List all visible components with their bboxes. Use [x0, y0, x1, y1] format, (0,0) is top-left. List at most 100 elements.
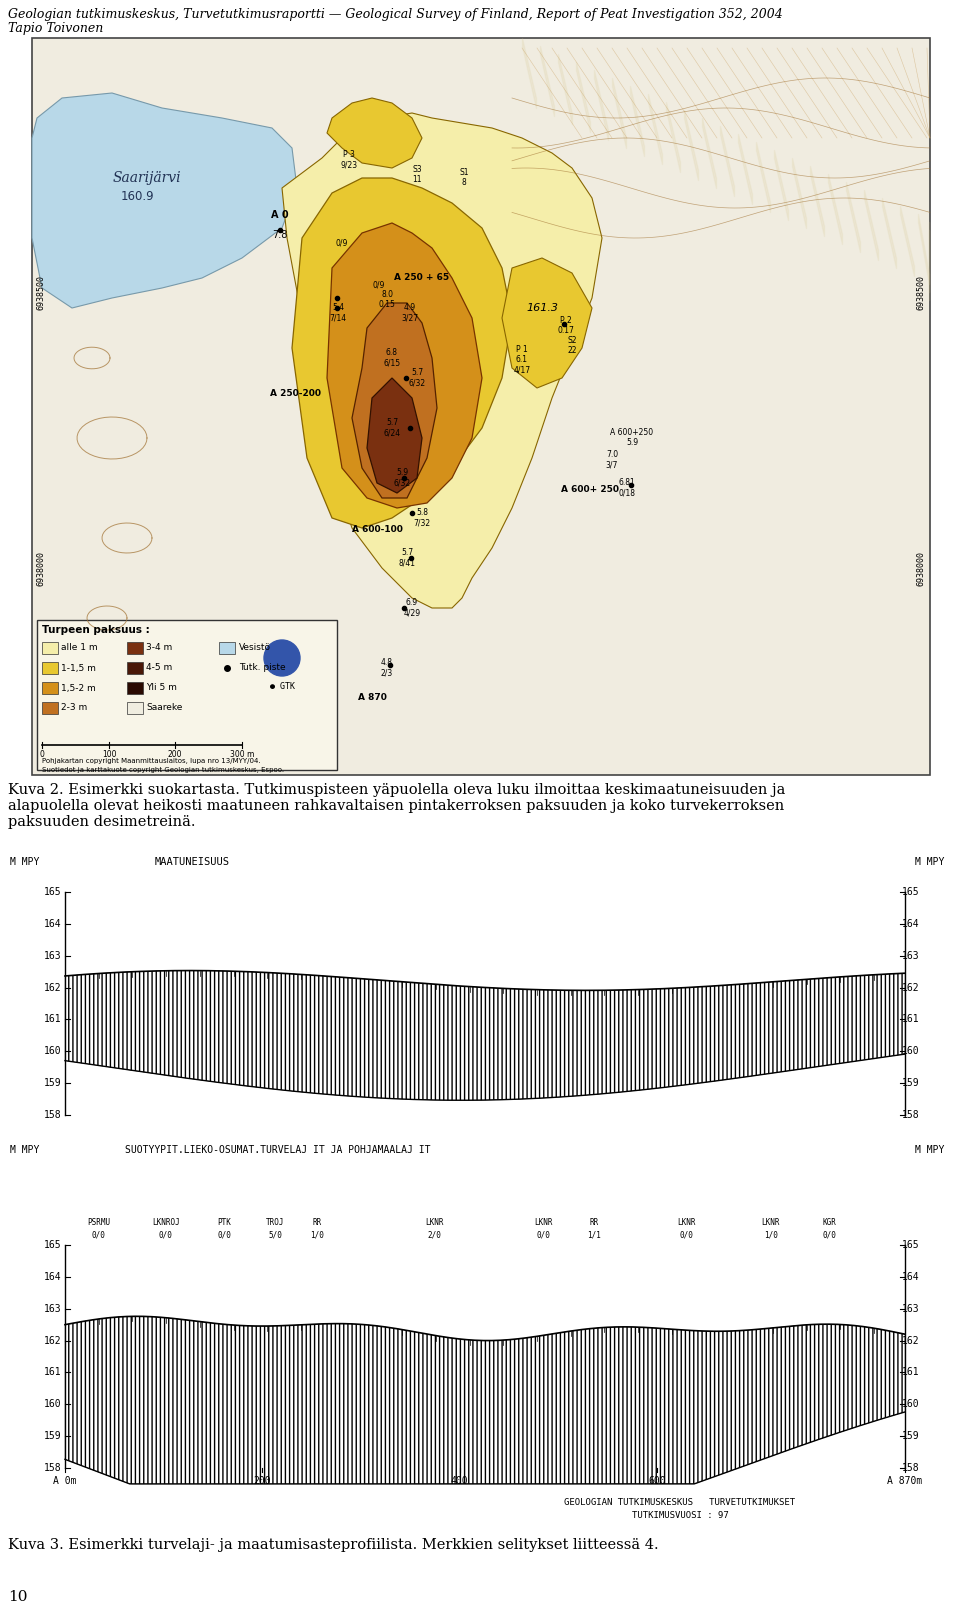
Text: A 250-200: A 250-200: [270, 390, 321, 399]
Text: 0/9: 0/9: [336, 237, 348, 247]
Text: 165: 165: [43, 1241, 61, 1250]
Text: 2/0: 2/0: [427, 1230, 442, 1239]
Text: RR: RR: [589, 1218, 599, 1226]
Text: 158: 158: [43, 1109, 61, 1120]
Text: 0: 0: [39, 750, 44, 758]
Text: 5.8
7/32: 5.8 7/32: [414, 508, 431, 527]
Text: MAATUNEISUUS: MAATUNEISUUS: [155, 858, 230, 867]
Text: 6938500: 6938500: [36, 276, 45, 311]
Text: A 600+250
5.9: A 600+250 5.9: [611, 428, 654, 447]
Bar: [42, 641, 58, 654]
Polygon shape: [32, 93, 297, 308]
Text: 1,5-2 m: 1,5-2 m: [61, 683, 96, 692]
Text: 164: 164: [43, 1271, 61, 1282]
Text: 0/0: 0/0: [680, 1230, 693, 1239]
Text: 6.81
0/18: 6.81 0/18: [618, 478, 636, 497]
Bar: [127, 662, 143, 673]
Text: 5.9
6/32: 5.9 6/32: [394, 468, 411, 487]
Text: 4.9
3/27: 4.9 3/27: [401, 303, 419, 322]
Text: Saarijärvi: Saarijärvi: [112, 172, 181, 184]
Polygon shape: [327, 98, 422, 168]
Text: ● GTK: ● GTK: [270, 681, 295, 691]
Text: M MPY: M MPY: [915, 858, 945, 867]
Text: A 870: A 870: [357, 694, 387, 702]
Bar: [42, 702, 58, 713]
Text: PTK: PTK: [218, 1218, 231, 1226]
Text: 162: 162: [901, 1335, 919, 1345]
Text: 160: 160: [43, 1047, 61, 1056]
Text: 10: 10: [8, 1590, 28, 1603]
Bar: [219, 641, 235, 654]
Text: 5.4
7/14: 5.4 7/14: [329, 303, 347, 322]
Text: 1/0: 1/0: [310, 1230, 324, 1239]
Text: Kuva 3. Esimerkki turvelaji- ja maatumisasteprofiilista. Merkkien selitykset lii: Kuva 3. Esimerkki turvelaji- ja maatumis…: [8, 1537, 659, 1552]
Text: P 3
9/23: P 3 9/23: [341, 151, 357, 170]
Text: Vesistö: Vesistö: [239, 643, 271, 652]
Polygon shape: [292, 178, 512, 527]
Text: TUTKIMUSVUOSI : 97: TUTKIMUSVUOSI : 97: [632, 1512, 729, 1520]
Text: LKNR: LKNR: [678, 1218, 696, 1226]
Text: 8.0
0.15: 8.0 0.15: [378, 290, 396, 309]
Text: 1/1: 1/1: [588, 1230, 601, 1239]
Text: 5/0: 5/0: [268, 1230, 282, 1239]
Polygon shape: [502, 258, 592, 388]
Text: 162: 162: [43, 1335, 61, 1345]
Text: 158: 158: [43, 1464, 61, 1473]
Text: PSRMU: PSRMU: [87, 1218, 110, 1226]
Text: 6938000: 6938000: [36, 550, 45, 585]
Text: 162: 162: [43, 983, 61, 992]
Text: 2-3 m: 2-3 m: [61, 704, 87, 712]
Text: P 1
6.1
4/17: P 1 6.1 4/17: [514, 345, 531, 375]
Text: 5.7
6/24: 5.7 6/24: [383, 418, 400, 438]
Text: LKNROJ: LKNROJ: [152, 1218, 180, 1226]
Text: 1-1,5 m: 1-1,5 m: [61, 664, 96, 673]
Text: Tutk. piste: Tutk. piste: [239, 664, 286, 673]
Text: 100: 100: [102, 750, 116, 758]
Text: 0/0: 0/0: [218, 1230, 231, 1239]
Text: 6.8
6/15: 6.8 6/15: [383, 348, 400, 367]
Text: 159: 159: [43, 1431, 61, 1441]
Text: 158: 158: [901, 1109, 919, 1120]
Text: 0/9: 0/9: [372, 281, 385, 289]
Text: 200: 200: [168, 750, 182, 758]
Text: A 600+ 250: A 600+ 250: [561, 486, 619, 494]
Text: 0/0: 0/0: [158, 1230, 173, 1239]
Text: Suotiedot ja karttakuote copyright Geologian tutkimuskeskus, Espoo.: Suotiedot ja karttakuote copyright Geolo…: [42, 766, 284, 773]
Text: M MPY: M MPY: [10, 858, 39, 867]
Text: alle 1 m: alle 1 m: [61, 643, 98, 652]
Text: SUOTYYPIT.LIEKO-OSUMAT.TURVELAJ IT JA POHJAMAALAJ IT: SUOTYYPIT.LIEKO-OSUMAT.TURVELAJ IT JA PO…: [125, 1145, 430, 1156]
Text: Pohjakartan copyright Maanmittauslaitos, lupa nro 13/MYY/04.: Pohjakartan copyright Maanmittauslaitos,…: [42, 758, 260, 765]
Text: 161: 161: [43, 1015, 61, 1024]
Polygon shape: [352, 303, 437, 499]
Text: Saareke: Saareke: [146, 704, 182, 712]
Text: A 0: A 0: [271, 210, 289, 220]
Text: 160: 160: [901, 1047, 919, 1056]
Bar: [37, 620, 337, 769]
Text: M MPY: M MPY: [10, 1145, 39, 1156]
Text: Yli 5 m: Yli 5 m: [146, 683, 177, 692]
Text: 7.8: 7.8: [273, 229, 288, 240]
Text: 6.9
4/29: 6.9 4/29: [403, 598, 420, 617]
Text: A 0m: A 0m: [53, 1476, 77, 1486]
Text: 159: 159: [901, 1079, 919, 1088]
Text: LKNR: LKNR: [761, 1218, 780, 1226]
Bar: [127, 681, 143, 694]
Text: 161: 161: [901, 1015, 919, 1024]
Bar: [127, 641, 143, 654]
Text: LKNR: LKNR: [535, 1218, 553, 1226]
Text: paksuuden desimetreinä.: paksuuden desimetreinä.: [8, 814, 196, 829]
Text: 163: 163: [901, 951, 919, 960]
Text: 5.7
6/32: 5.7 6/32: [408, 369, 425, 388]
Text: 7.0
3/7: 7.0 3/7: [606, 450, 618, 470]
Bar: [42, 681, 58, 694]
Text: 164: 164: [901, 1271, 919, 1282]
Text: 300 m: 300 m: [229, 750, 254, 758]
Polygon shape: [282, 112, 602, 608]
Text: 163: 163: [43, 1303, 61, 1314]
Text: LKNR: LKNR: [425, 1218, 444, 1226]
Text: 162: 162: [901, 983, 919, 992]
Text: 0/0: 0/0: [823, 1230, 836, 1239]
Text: alapuolella olevat heikosti maatuneen rahkavaltaisen pintakerroksen paksuuden ja: alapuolella olevat heikosti maatuneen ra…: [8, 798, 784, 813]
Text: A 600-100: A 600-100: [351, 526, 402, 534]
Text: M MPY: M MPY: [915, 1145, 945, 1156]
